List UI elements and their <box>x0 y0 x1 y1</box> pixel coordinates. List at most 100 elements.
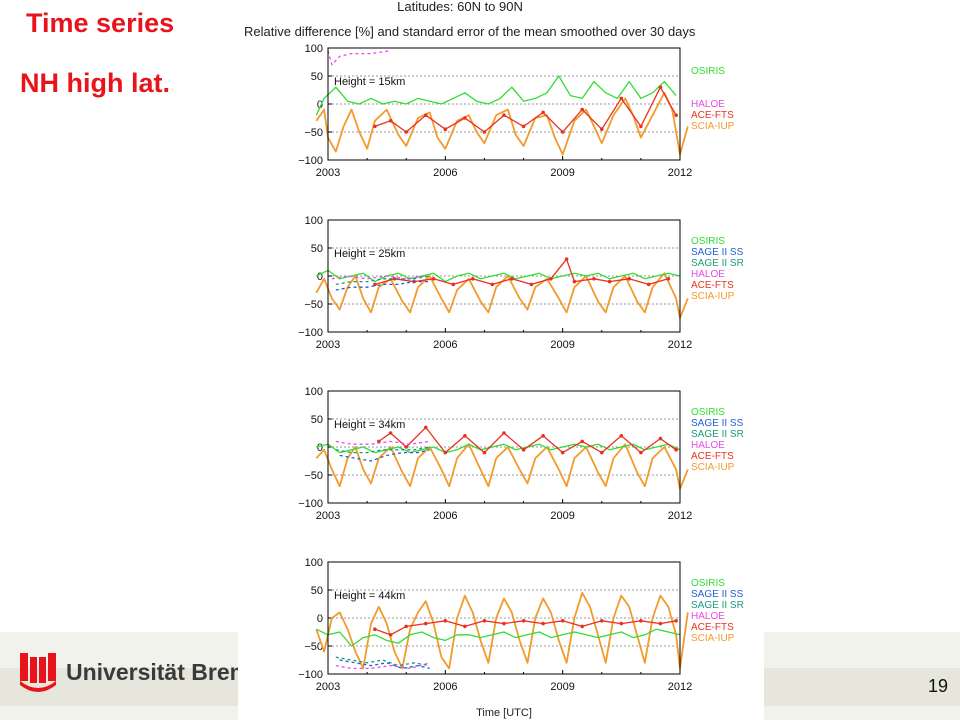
ace-fts-point <box>443 619 448 623</box>
ace-fts-point <box>463 624 467 629</box>
legend-entry-scia-iup: SCIA-IUP <box>691 121 735 132</box>
legend-entry-haloe: HALOE <box>691 440 725 451</box>
legend-entry-scia-iup: SCIA-IUP <box>691 462 735 473</box>
ace-fts-point <box>674 448 678 452</box>
x-tick-label: 2012 <box>668 510 692 522</box>
ace-fts-point <box>607 279 612 284</box>
y-tick-label: 100 <box>305 215 323 227</box>
ace-fts-point <box>510 277 514 281</box>
y-tick-label: 0 <box>317 613 323 625</box>
ace-fts-point <box>639 450 643 455</box>
ace-fts-point <box>443 450 448 455</box>
panel-height-label: Height = 25km <box>334 248 405 260</box>
series-line-scia-iup <box>315 272 689 319</box>
series-line-haloe <box>331 275 426 280</box>
figure-svg: Latitudes: 60N to 90N Relative difference… <box>244 0 744 719</box>
legend-entry-haloe: HALOE <box>691 269 725 280</box>
ace-fts-point <box>658 621 663 626</box>
ace-fts-point <box>392 277 397 281</box>
ace-fts-point <box>674 619 678 623</box>
legend-entry-osiris: OSIRIS <box>691 578 725 589</box>
y-tick-label: 100 <box>305 386 323 398</box>
ace-fts-point <box>549 277 553 281</box>
ace-fts-point <box>600 450 604 455</box>
ace-fts-point <box>482 450 487 455</box>
legend-entry-ace-fts: ACE-FTS <box>691 110 734 121</box>
ace-fts-point <box>404 445 408 449</box>
ace-fts-point <box>404 624 408 629</box>
ace-fts-point <box>619 621 624 626</box>
y-tick-label: 100 <box>305 557 323 569</box>
x-tick-label: 2003 <box>316 167 340 179</box>
x-tick-label: 2006 <box>433 167 457 179</box>
slide-title: Time series <box>26 8 175 38</box>
y-tick-label: 50 <box>311 71 323 83</box>
legend-entry-osiris: OSIRIS <box>691 66 725 77</box>
ace-fts-point <box>541 621 545 626</box>
ace-fts-point <box>424 621 428 626</box>
ace-fts-point <box>463 434 467 438</box>
ace-fts-point <box>373 124 377 129</box>
x-tick-label: 2003 <box>316 339 340 351</box>
panel-height-label: Height = 15km <box>334 76 405 88</box>
series-line-scia-iup <box>315 591 689 670</box>
figure: Latitudes: 60N to 90N Relative difference… <box>238 0 764 720</box>
ace-fts-point <box>521 124 526 129</box>
plot-frame <box>327 390 681 504</box>
series-line-osiris <box>316 628 681 647</box>
y-tick-label: −50 <box>304 299 323 311</box>
ace-fts-point <box>388 431 393 435</box>
series-line-osiris <box>316 443 681 454</box>
ace-fts-point <box>541 434 545 438</box>
slide-subtitle: NH high lat. <box>20 68 170 98</box>
x-tick-label: 2006 <box>433 510 457 522</box>
ace-fts-point <box>658 436 663 441</box>
ace-fts-point <box>470 277 475 281</box>
series-line-haloe <box>335 440 430 445</box>
ace-fts-point <box>373 282 377 287</box>
ace-fts-point <box>580 624 584 629</box>
ace-fts-point <box>658 85 663 89</box>
ace-fts-point <box>482 130 487 134</box>
ace-fts-point <box>502 113 506 117</box>
legend-entry-scia-iup: SCIA-IUP <box>691 291 735 302</box>
y-tick-label: −50 <box>304 127 323 139</box>
ace-fts-point <box>377 439 381 444</box>
series-line-haloe <box>327 50 391 66</box>
series-line-sage-ii-ss <box>339 659 430 670</box>
ace-fts-point <box>600 619 604 623</box>
legend-entry-osiris: OSIRIS <box>691 236 725 247</box>
ace-fts-point <box>619 96 624 101</box>
legend-entry-sage-ii-ss: SAGE II SS <box>691 247 744 258</box>
legend-entry-sage-ii-sr: SAGE II SR <box>691 600 744 611</box>
panel-height-label: Height = 44km <box>334 590 405 602</box>
y-tick-label: 50 <box>311 243 323 255</box>
y-tick-label: −50 <box>304 470 323 482</box>
ace-fts-point <box>490 282 495 287</box>
legend-entry-sage-ii-ss: SAGE II SS <box>691 589 744 600</box>
ace-fts-point <box>564 257 569 262</box>
legend-entry-sage-ii-sr: SAGE II SR <box>691 429 744 440</box>
y-tick-label: 50 <box>311 585 323 597</box>
ace-fts-point <box>451 282 455 287</box>
ace-fts-point <box>424 113 428 117</box>
x-tick-label: 2003 <box>316 681 340 693</box>
series-line-sage-ii-sr <box>335 275 430 286</box>
y-tick-label: −100 <box>298 669 323 681</box>
plot-frame <box>327 219 681 333</box>
ace-fts-point <box>541 110 545 115</box>
series-line-osiris <box>315 75 677 116</box>
ace-fts-point <box>373 627 377 631</box>
y-tick-label: 50 <box>311 414 323 426</box>
series-line-osiris <box>316 269 681 283</box>
figure-header-line2: Relative difference [%] and standard err… <box>244 24 696 39</box>
ace-fts-point <box>619 434 624 438</box>
legend-entry-haloe: HALOE <box>691 611 725 622</box>
ace-fts-point <box>482 619 487 623</box>
x-tick-label: 2006 <box>433 339 457 351</box>
legend-entry-haloe: HALOE <box>691 99 725 110</box>
legend-entry-sage-ii-ss: SAGE II SS <box>691 418 744 429</box>
ace-fts-point <box>431 277 436 281</box>
ace-fts-point <box>560 450 565 455</box>
legend-entry-sage-ii-sr: SAGE II SR <box>691 258 744 269</box>
